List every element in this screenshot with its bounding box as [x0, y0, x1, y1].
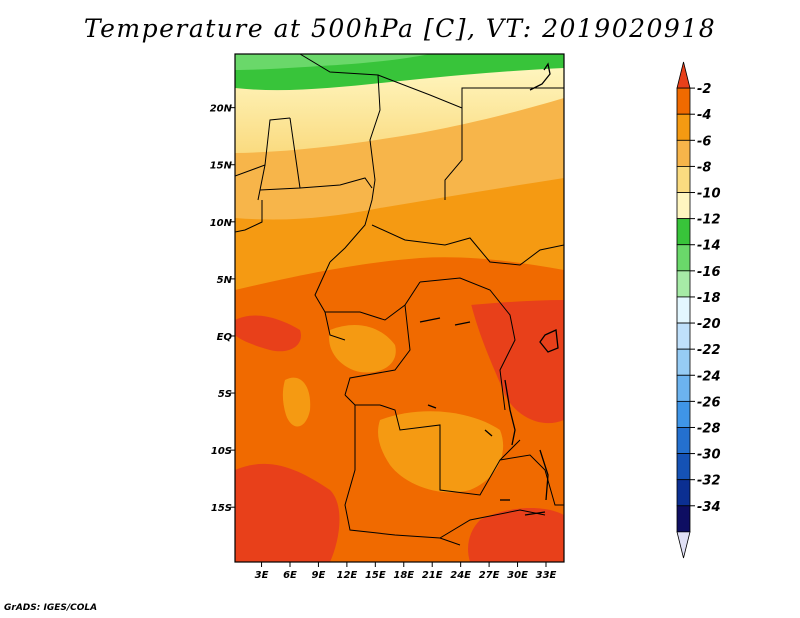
colorbar-label: -26	[697, 395, 721, 410]
x-tick-label: 21E	[422, 570, 443, 581]
colorbar-label: -6	[697, 134, 711, 149]
colorbar-label: -32	[697, 474, 721, 489]
field-sahel-orange	[235, 175, 564, 290]
x-tick-label: 3E	[255, 570, 269, 581]
field-far-north-lightgreen	[235, 54, 430, 70]
x-axis: 3E 6E 9E 12E 15E 18E 21E 24E 27E 30E 33E	[255, 562, 557, 581]
colorbar-label: -18	[697, 291, 721, 306]
x-tick-label: 30E	[507, 570, 528, 581]
field-cool-patch-west	[282, 377, 311, 427]
colorbar-swatch	[676, 296, 691, 324]
colorbar-swatch	[676, 192, 691, 220]
colorbar-label: -34	[697, 500, 721, 515]
colorbar-label: -20	[697, 317, 721, 332]
colorbar-label: -22	[697, 343, 721, 358]
colorbar-label: -8	[697, 160, 711, 175]
field-warm-pocket-sw	[235, 463, 340, 562]
x-tick-label: 18E	[393, 570, 414, 581]
colorbar-swatch	[676, 244, 691, 272]
grads-credit: GrADS: IGES/COLA	[4, 603, 98, 613]
colorbar-label: -28	[697, 421, 721, 436]
field-cool-patch-central	[329, 325, 396, 373]
x-tick-label: 27E	[479, 570, 500, 581]
colorbar-label: -24	[697, 369, 721, 384]
colorbar-label: -4	[697, 108, 711, 123]
field-cool-patch-south	[378, 411, 504, 493]
colorbar-swatch	[676, 87, 691, 115]
field-warm-pocket-se	[468, 508, 564, 562]
colorbar-swatch	[676, 113, 691, 141]
y-tick-label: 10N	[210, 218, 233, 229]
x-tick-label: 24E	[450, 570, 471, 581]
y-tick-label: 20N	[210, 104, 233, 115]
map-frame	[234, 53, 565, 563]
colorbar-swatch	[676, 531, 691, 559]
x-tick-label: 33E	[536, 570, 557, 581]
country-borders	[235, 54, 564, 546]
y-tick-label: 5N	[217, 275, 233, 286]
y-tick-label: 15N	[210, 161, 233, 172]
colorbar-swatch	[676, 505, 691, 533]
y-axis: 20N 15N 10N 5N EQ 5S 10S 15S	[210, 104, 235, 514]
field-sahel-light	[235, 95, 564, 220]
colorbar-label: -2	[697, 82, 711, 97]
colorbar-swatch	[676, 400, 691, 428]
colorbar-swatch	[676, 479, 691, 507]
colorbar-swatch	[676, 453, 691, 481]
colorbar-swatch	[676, 348, 691, 376]
field-warm-pocket-east	[470, 290, 564, 424]
colorbar-swatch	[676, 374, 691, 402]
x-tick-label: 6E	[283, 570, 297, 581]
y-tick-label: 5S	[218, 389, 232, 400]
colorbar-label: -14	[697, 239, 721, 254]
colorbar-swatch	[676, 61, 691, 89]
x-tick-label: 12E	[337, 570, 358, 581]
colorbar-label: -16	[697, 265, 721, 280]
colorbar: -2 -4 -6 -8 -10 -12 -14 -16 -18 -20 -22 -24 -26 -28 -3…	[676, 61, 721, 559]
x-tick-label: 15E	[365, 570, 386, 581]
y-tick-label: 15S	[211, 503, 232, 514]
colorbar-label: -10	[697, 187, 721, 202]
y-tick-label: 10S	[211, 446, 232, 457]
colorbar-swatch	[676, 218, 691, 246]
y-tick-label: EQ	[217, 332, 233, 343]
colorbar-swatch	[676, 139, 691, 167]
lakes-coastline	[419, 62, 559, 516]
temperature-field	[235, 54, 564, 562]
colorbar-label: -30	[697, 448, 721, 463]
field-central-africa	[235, 245, 564, 312]
colorbar-swatch	[676, 166, 691, 193]
colorbar-swatch	[676, 270, 691, 298]
colorbar-swatch	[676, 322, 691, 350]
x-tick-label: 9E	[312, 570, 326, 581]
field-warm-pocket-west	[235, 315, 301, 352]
chart-title: Temperature at 500hPa [C], VT: 201902091…	[83, 14, 717, 43]
colorbar-label: -12	[697, 213, 721, 228]
colorbar-swatch	[676, 427, 691, 454]
